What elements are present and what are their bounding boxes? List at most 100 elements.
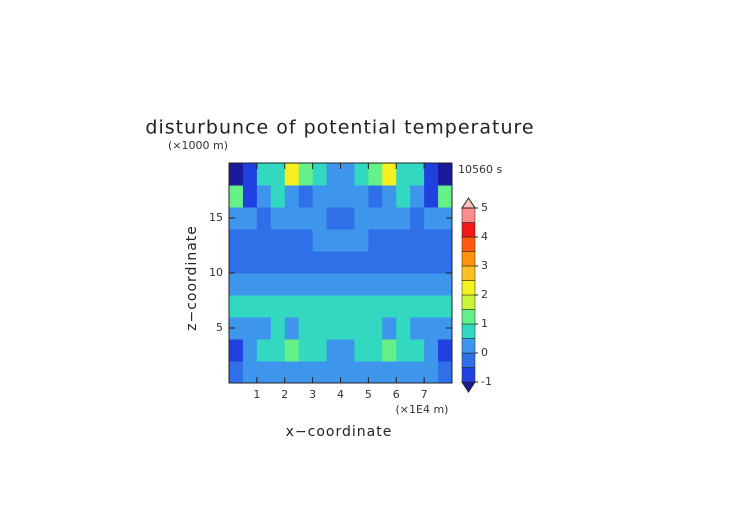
field-cell xyxy=(340,339,355,362)
field-cell xyxy=(396,361,411,384)
field-cell xyxy=(340,229,355,252)
field-cell xyxy=(438,339,453,362)
field-cell xyxy=(229,273,244,296)
field-cell xyxy=(242,185,258,208)
field-cell xyxy=(354,317,369,340)
y-tick-label: 5 xyxy=(216,321,223,334)
x-axis-label: x−coordinate xyxy=(286,424,393,440)
field-cell xyxy=(298,229,314,252)
field-cell xyxy=(410,273,425,296)
field-cell xyxy=(382,163,397,186)
field-cell xyxy=(354,295,369,318)
field-cell xyxy=(354,339,369,362)
field-cell xyxy=(424,295,439,318)
field-cell xyxy=(284,295,300,318)
field-cell xyxy=(354,163,369,186)
chart-title: disturbunce of potential temperature xyxy=(145,117,534,139)
field-cell xyxy=(242,317,258,340)
field-cell xyxy=(242,273,258,296)
y-tick-label: 15 xyxy=(209,211,223,224)
colorbar-cell xyxy=(461,265,476,281)
field-cell xyxy=(298,339,314,362)
field-cell xyxy=(424,207,439,230)
field-cell xyxy=(256,361,272,384)
field-cell xyxy=(340,273,355,296)
x-tick-label: 5 xyxy=(365,388,372,401)
field-cell xyxy=(354,185,369,208)
field-cell xyxy=(438,229,453,252)
field-cell xyxy=(438,163,453,186)
colorbar-tick-label: 5 xyxy=(481,201,488,214)
field-cell xyxy=(368,339,383,362)
field-cell xyxy=(382,185,397,208)
field-cell xyxy=(284,273,300,296)
field-cell xyxy=(270,207,286,230)
field-cell xyxy=(410,251,425,274)
field-cell xyxy=(368,207,383,230)
field-cell xyxy=(438,295,453,318)
field-cell xyxy=(229,361,244,384)
x-unit: (×1E4 m) xyxy=(396,403,449,416)
field-cell xyxy=(354,273,369,296)
field-cell xyxy=(242,207,258,230)
field-cell xyxy=(256,251,272,274)
field-cell xyxy=(340,163,355,186)
field-cell xyxy=(326,317,341,340)
field-cell xyxy=(438,185,453,208)
field-cell xyxy=(382,339,397,362)
field-cell xyxy=(256,185,272,208)
field-cell xyxy=(229,207,244,230)
field-cell xyxy=(396,295,411,318)
field-cell xyxy=(326,295,341,318)
field-cell xyxy=(270,273,286,296)
field-cell xyxy=(424,317,439,340)
field-cell xyxy=(242,339,258,362)
field-cell xyxy=(396,339,411,362)
field-cell xyxy=(326,361,341,384)
field-cell xyxy=(298,273,314,296)
field-cell xyxy=(424,339,439,362)
field-cell xyxy=(229,251,244,274)
field-cell xyxy=(312,361,328,384)
field-cell xyxy=(326,273,341,296)
field-cell xyxy=(229,185,244,208)
x-tick-label: 1 xyxy=(253,388,260,401)
field-cell xyxy=(340,207,355,230)
field-cell xyxy=(368,251,383,274)
field-cell xyxy=(326,163,341,186)
field-cell xyxy=(256,273,272,296)
field-cell xyxy=(284,339,300,362)
field-cell xyxy=(270,251,286,274)
field-cell xyxy=(298,207,314,230)
field-cell xyxy=(326,339,341,362)
field-cell xyxy=(284,163,300,186)
field-cell xyxy=(270,163,286,186)
field-cell xyxy=(396,229,411,252)
field-cell xyxy=(326,229,341,252)
field-cell xyxy=(354,361,369,384)
field-cell xyxy=(410,185,425,208)
colorbar-cell xyxy=(461,251,476,267)
field-cell xyxy=(396,317,411,340)
field-cell xyxy=(382,317,397,340)
field-cell xyxy=(312,185,328,208)
field-cell xyxy=(424,273,439,296)
field-cell xyxy=(410,207,425,230)
field-cell xyxy=(284,317,300,340)
field-cell xyxy=(298,251,314,274)
colorbar-cell xyxy=(461,222,476,238)
field-cell xyxy=(438,273,453,296)
colorbar-cell xyxy=(461,367,476,383)
x-tick-label: 7 xyxy=(421,388,428,401)
field-cell xyxy=(424,163,439,186)
colorbar-low xyxy=(461,381,476,393)
field-cell xyxy=(382,229,397,252)
field-cell xyxy=(284,361,300,384)
field-cell xyxy=(438,361,453,384)
colorbar-cell xyxy=(461,323,476,339)
field-cell xyxy=(312,273,328,296)
field-cell xyxy=(368,273,383,296)
colorbar-tick-label: 0 xyxy=(481,346,488,359)
field-cell xyxy=(298,361,314,384)
